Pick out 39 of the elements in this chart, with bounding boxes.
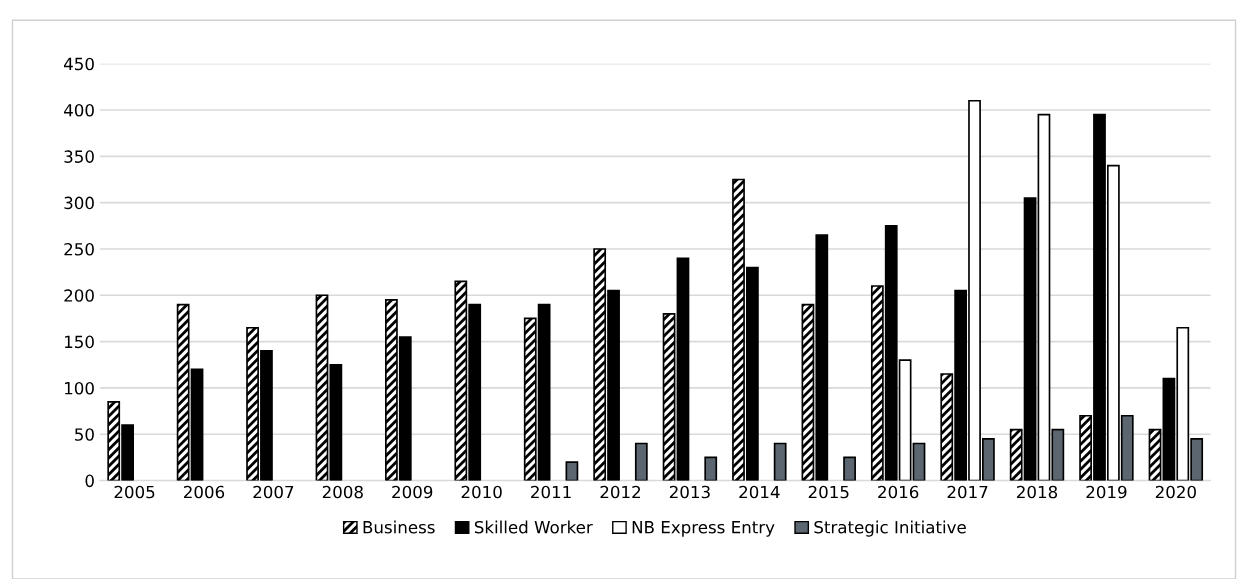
- x-tick-label: 2008: [322, 485, 363, 499]
- y-tick-label: 200: [64, 289, 94, 302]
- x-tick-label: 2009: [392, 485, 433, 499]
- x-tick-label: 2013: [669, 485, 710, 499]
- legend-label: Business: [363, 520, 435, 534]
- y-tick-label: 250: [64, 242, 94, 256]
- bar: [565, 461, 579, 481]
- bar: [773, 442, 787, 481]
- x-tick-label: 2014: [739, 485, 780, 499]
- x-tick-label: 2011: [531, 485, 571, 499]
- x-tick-label: 2020: [1155, 485, 1196, 499]
- bar: [662, 312, 676, 481]
- x-tick-label: 2019: [1086, 485, 1127, 499]
- x-tick-label: 2006: [183, 485, 225, 499]
- y-tick-label: 150: [65, 335, 94, 349]
- bar: [1148, 428, 1162, 481]
- x-tick-label: 2017: [947, 485, 988, 499]
- y-tick-label: 100: [65, 381, 94, 395]
- x-tick-label: 2012: [600, 485, 641, 499]
- y-tick-label: 50: [75, 428, 94, 441]
- y-tick-label: 0: [85, 474, 94, 488]
- bar: [704, 456, 718, 481]
- x-tick-label: 2018: [1017, 485, 1058, 499]
- bar: [912, 442, 926, 481]
- x-tick-label: 2007: [253, 485, 294, 499]
- legend-label: Skilled Worker: [474, 520, 593, 534]
- bar: [843, 456, 856, 481]
- bar: [634, 442, 648, 481]
- y-tick-label: 350: [64, 150, 94, 163]
- x-tick-label: 2010: [461, 485, 502, 499]
- y-tick-label: 400: [63, 103, 94, 117]
- y-tick-label: 300: [64, 196, 94, 210]
- legend-label: Strategic Initiative: [814, 520, 966, 537]
- x-tick-label: 2016: [878, 485, 919, 499]
- x-tick-label: 2015: [808, 485, 849, 499]
- y-tick-label: 450: [63, 57, 94, 71]
- legend-label: NB Express Entry: [632, 521, 775, 537]
- bar: [676, 257, 690, 481]
- x-tick-label: 2005: [114, 485, 155, 499]
